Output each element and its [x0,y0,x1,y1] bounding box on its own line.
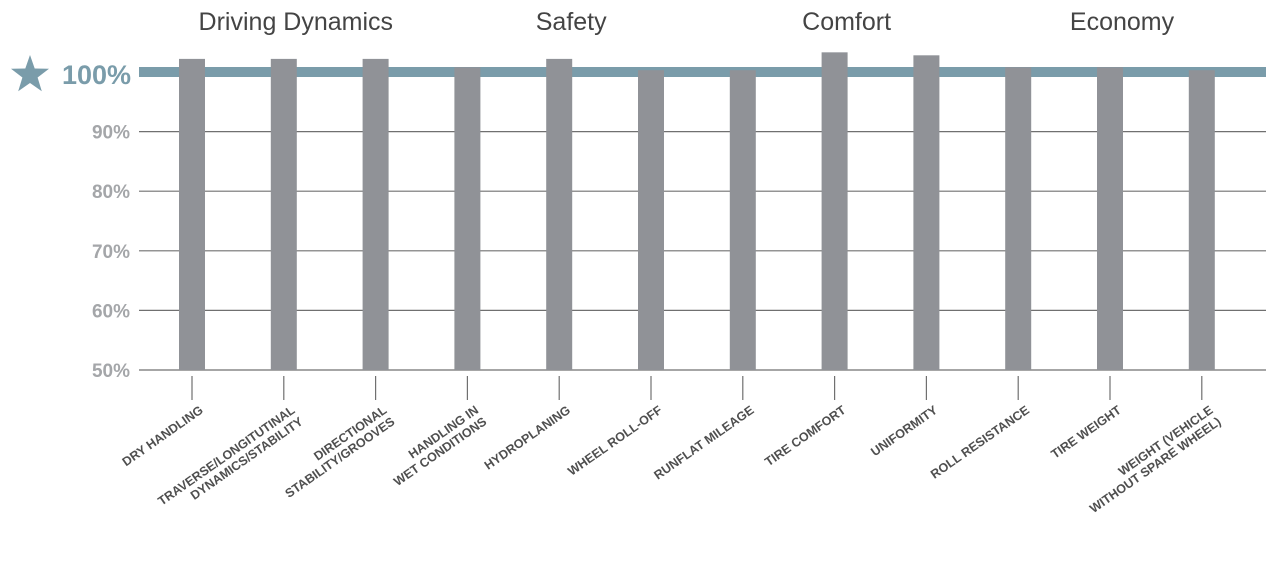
x-tick-label-line: ROLL RESISTANCE [928,403,1032,482]
group-label: Economy [1070,8,1175,36]
group-label: Safety [536,8,607,36]
x-tick-label: WHEEL ROLL-OFF [565,403,665,479]
bar [729,70,756,370]
group-label: Driving Dynamics [199,8,393,36]
y-tick-label: 50% [92,361,130,382]
star-icon [11,55,49,92]
x-tick-label: DRY HANDLING [120,403,206,469]
x-tick-label: TIRE WEIGHT [1049,403,1124,462]
bar [821,52,848,370]
x-tick-label: RUNFLAT MILEAGE [651,403,756,482]
x-tick-label-line: WITHOUT SPARE WHEEL) [1087,414,1223,515]
x-tick-label: HANDLING INWET CONDITIONS [383,403,489,489]
bar [454,67,481,371]
bar [546,58,573,370]
bar [362,58,389,370]
x-tick-label: TIRE COMFORT [762,403,848,469]
x-tick-label: ROLL RESISTANCE [928,403,1032,482]
bar [1097,67,1123,371]
x-tick-label-line: DRY HANDLING [120,403,206,469]
reference-label: 100% [62,60,131,90]
bar [1188,70,1215,370]
y-tick-label: 90% [92,123,130,144]
bar [913,55,940,370]
reference-line [139,67,1266,77]
y-tick-label: 70% [92,242,130,263]
bar [270,58,297,370]
group-label: Comfort [802,8,891,36]
x-tick-label-line: HYDROPLANING [482,403,573,473]
y-tick-label: 80% [92,182,130,203]
bar [638,70,664,370]
x-tick-label-line: RUNFLAT MILEAGE [651,403,756,482]
x-tick-label-line: WHEEL ROLL-OFF [565,403,665,479]
x-tick-label: HYDROPLANING [482,403,573,473]
x-tick-label-line: TIRE WEIGHT [1049,403,1124,462]
bar [1005,67,1032,371]
bar [179,58,205,370]
x-tick-label: UNIFORMITY [868,403,940,459]
x-tick-label-line: TIRE COMFORT [762,403,848,469]
x-tick-label-line: UNIFORMITY [868,403,940,459]
y-tick-label: 60% [92,301,130,322]
